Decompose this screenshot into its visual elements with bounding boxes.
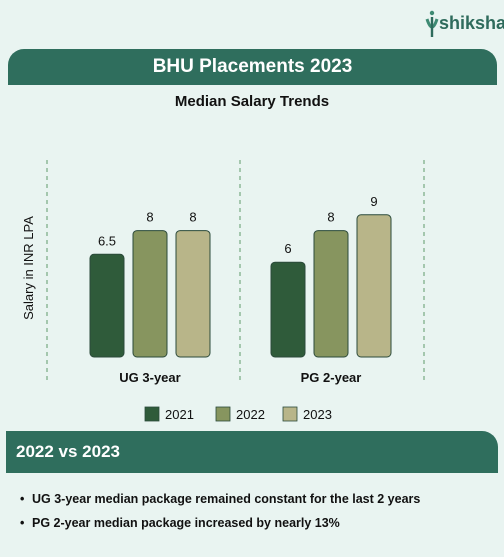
brand-name: shiksha: [439, 13, 504, 33]
bar-2023-0: [175, 230, 211, 358]
page-title: BHU Placements 2023: [8, 49, 497, 85]
data-label: 6.5: [98, 233, 116, 248]
bar-2021-1: [270, 261, 306, 358]
bullet-dot: •: [20, 492, 25, 506]
section-title: 2022 vs 2023: [6, 431, 498, 473]
data-label: 9: [370, 194, 377, 209]
bullet-text: PG 2-year median package increased by ne…: [32, 516, 340, 530]
category-label: UG 3-year: [119, 370, 180, 385]
bar-2021-0: [89, 253, 125, 358]
legend-swatch-2022: [215, 406, 231, 422]
legend-label: 2021: [165, 407, 194, 422]
legend-label: 2023: [303, 407, 332, 422]
bar-2023-1: [356, 214, 392, 358]
bullet-dot: •: [20, 516, 25, 530]
data-label: 8: [146, 210, 153, 225]
bullet-text: UG 3-year median package remained consta…: [32, 492, 421, 506]
legend-swatch-2021: [144, 406, 160, 422]
bar-2022-0: [132, 230, 168, 358]
salary-chart: Salary in INR LPA 6.5 8 8 UG 3-year 6 8 9 PG 2-y…: [21, 160, 425, 422]
bar-2022-1: [313, 230, 349, 358]
y-axis-label: Salary in INR LPA: [21, 216, 36, 320]
legend-label: 2022: [236, 407, 265, 422]
data-label: 6: [284, 241, 291, 256]
data-label: 8: [327, 210, 334, 225]
category-label: PG 2-year: [301, 370, 362, 385]
bullet-item: • PG 2-year median package increased by …: [20, 511, 498, 535]
chart-title: Median Salary Trends: [174, 93, 330, 110]
shiksha-logo-icon: [425, 10, 439, 37]
bullet-item: • UG 3-year median package remained cons…: [20, 487, 498, 511]
bullet-list: • UG 3-year median package remained cons…: [20, 487, 498, 535]
data-label: 8: [189, 210, 196, 225]
legend-swatch-2023: [282, 406, 298, 422]
